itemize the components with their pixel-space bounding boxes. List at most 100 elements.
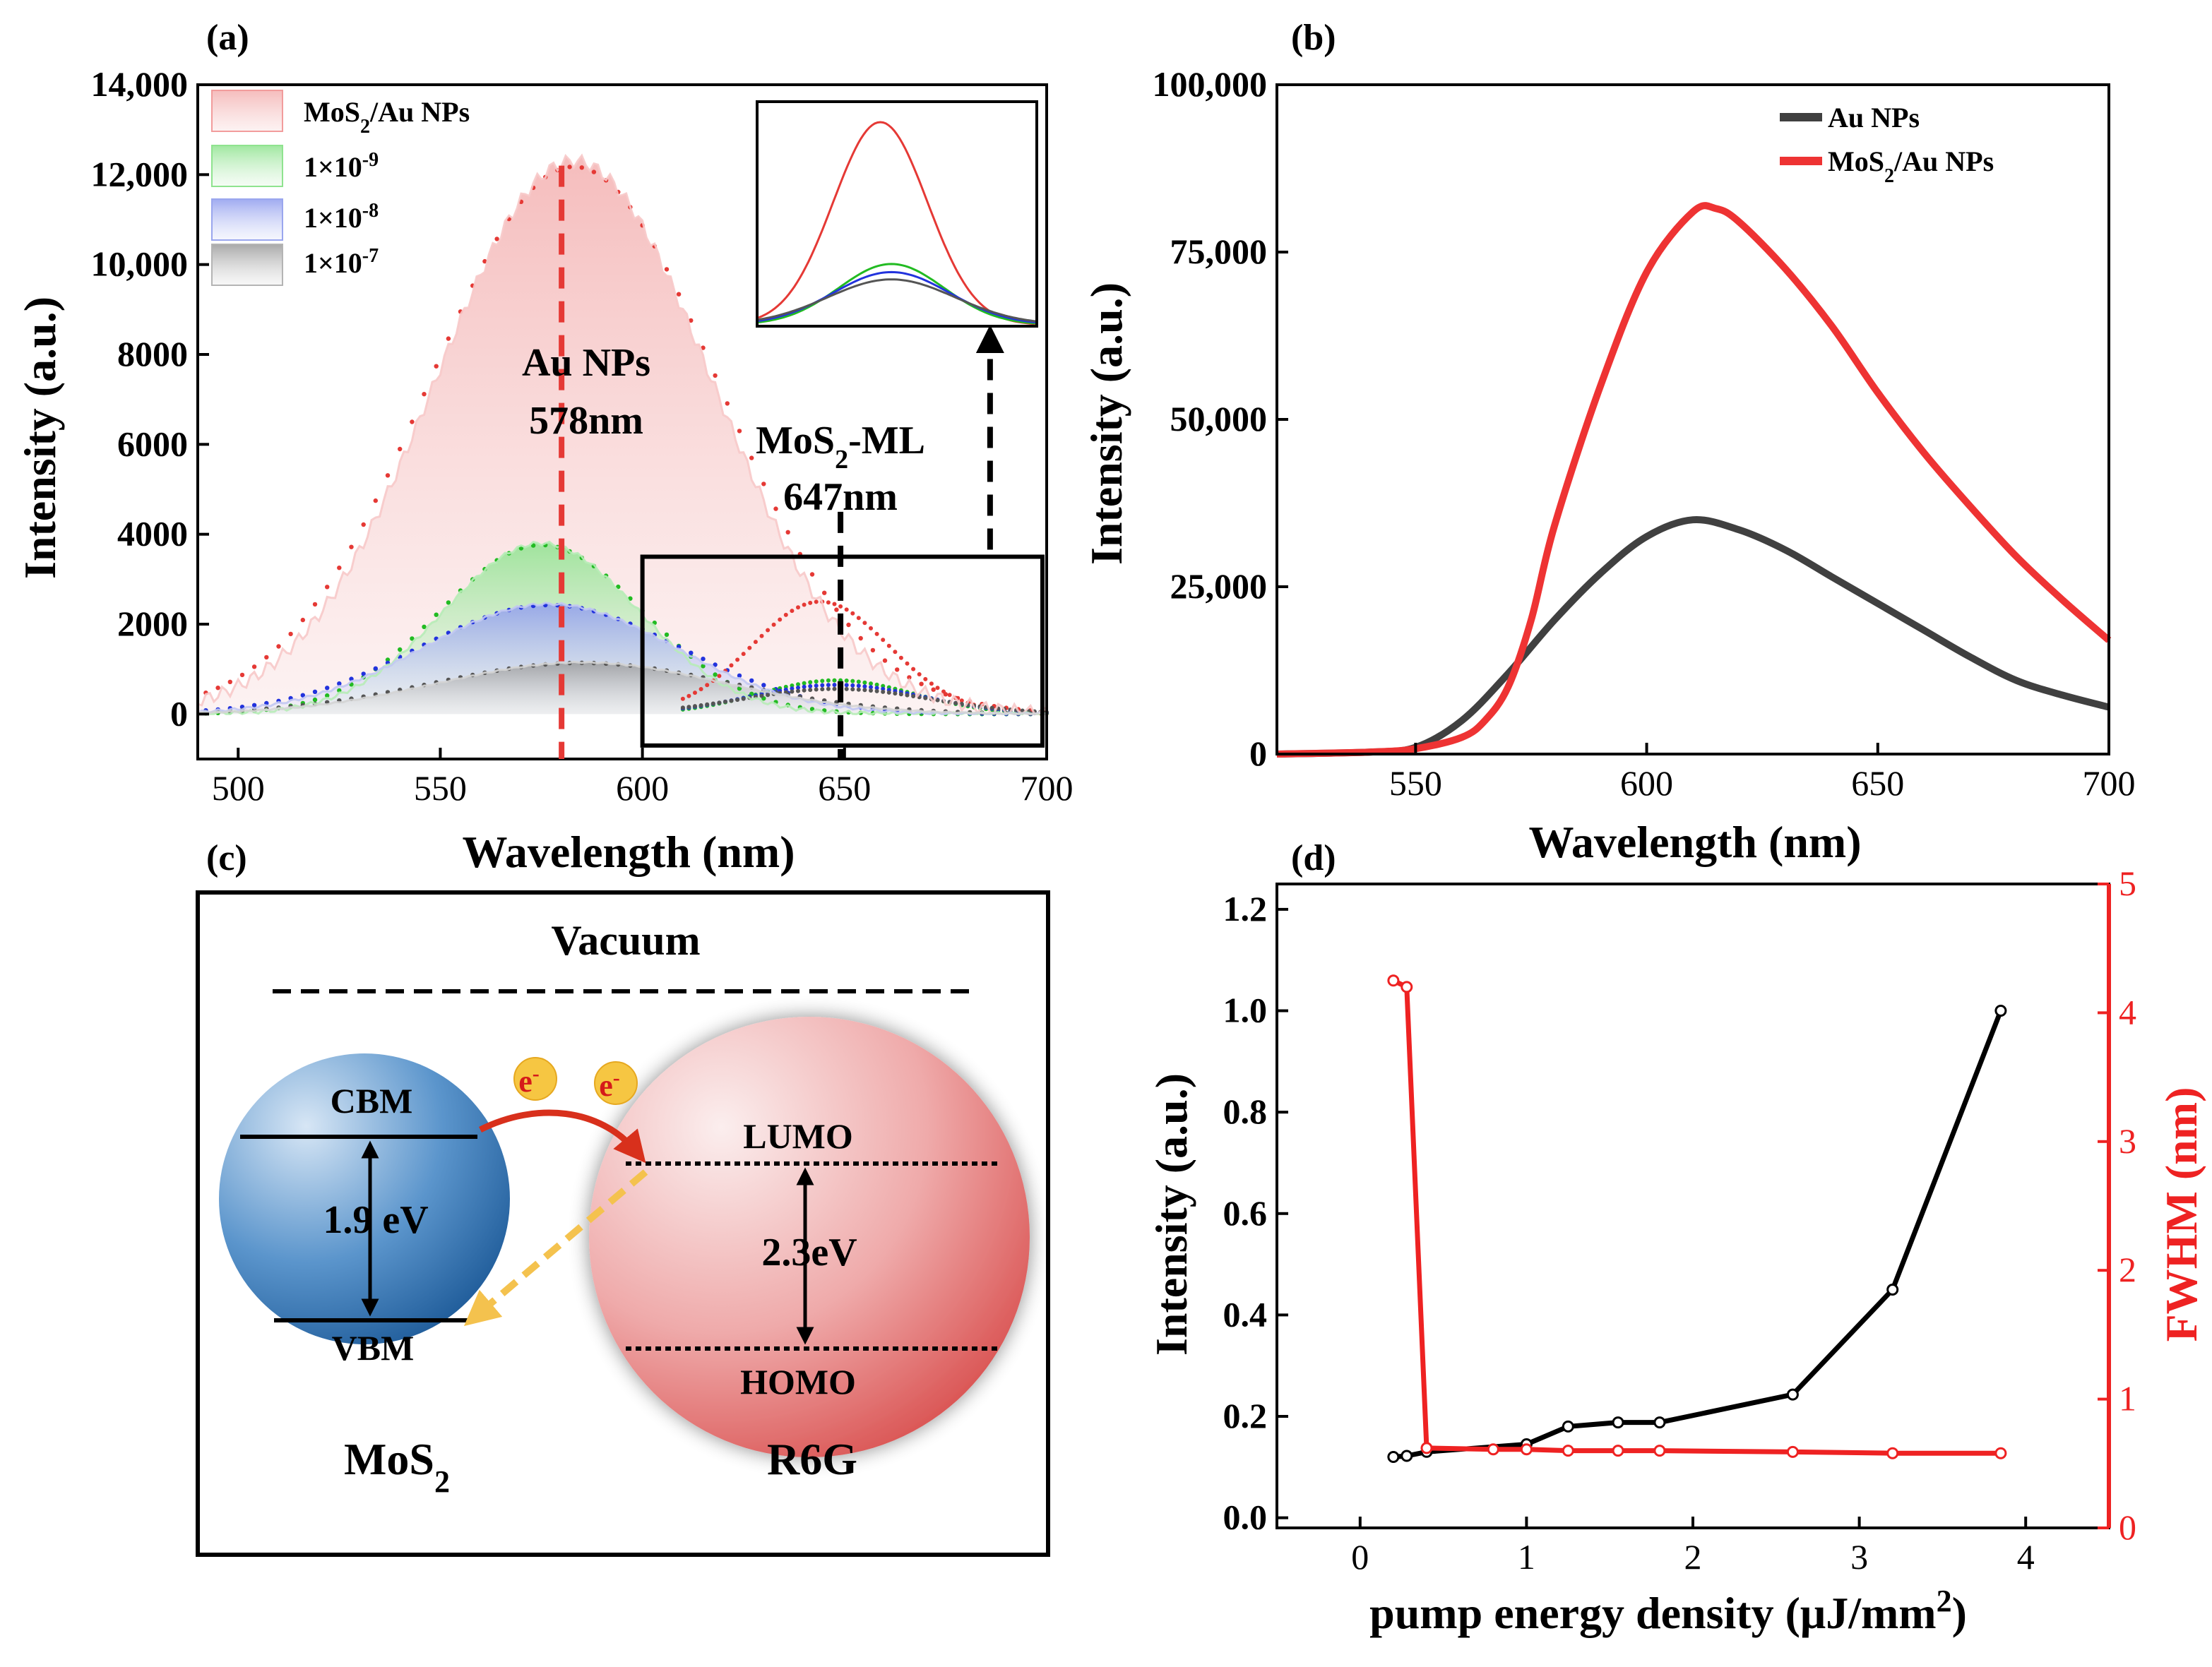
a-ml-point [923, 695, 928, 700]
y-tick-label: 0.6 [1223, 1193, 1268, 1233]
chart-a: 500 550 600 650 700 0 2000 4000 6000 8000 10,000 12… [15, 64, 1074, 877]
y-tick-label: 75,000 [1170, 232, 1268, 271]
d-point-intensity [1994, 1005, 2007, 1017]
a-ml-point [844, 686, 849, 691]
a-fit-point [312, 689, 318, 694]
a-ml-point [869, 681, 873, 686]
a-ml-point [844, 607, 849, 612]
a-ml-point [832, 683, 837, 687]
a-ml-point [759, 633, 764, 638]
a-fit-point [312, 697, 318, 703]
a-ml-point [814, 683, 819, 688]
y-tick-label: 0.8 [1223, 1092, 1268, 1131]
a-ml-point [705, 683, 710, 688]
a-ml-point [893, 691, 898, 696]
a-legend-label-1e-8: 1×10-8 [304, 200, 379, 234]
c-electron-transfer-arrow [478, 1109, 646, 1164]
a-ml-point [881, 689, 886, 694]
a-ml-point [717, 674, 722, 679]
panel-label-d: (d) [1291, 838, 1336, 878]
a-ml-point [802, 681, 807, 686]
a-ml-point [935, 686, 940, 691]
a-fit-point [701, 657, 706, 662]
a-ml-point [796, 688, 800, 693]
a-fit-point [809, 572, 815, 577]
y-tick-label: 0.4 [1223, 1294, 1268, 1334]
chart-d: 0 1 2 3 4 0.0 0.2 0.4 0.6 0.8 1.0 1.2 0 1 2 3 4 5 pump en… [1146, 864, 2206, 1638]
a-ml-point [856, 683, 861, 688]
a-ml-point [735, 698, 740, 703]
a-ml-point [869, 688, 873, 693]
a-ml-point [856, 679, 861, 684]
y2-tick-label: 4 [2119, 992, 2136, 1032]
a-ml-point [790, 689, 795, 694]
a-ml-point [838, 604, 843, 609]
a-ml-point [790, 686, 795, 691]
c-r6g-gap-label: 2.3eV [761, 1231, 857, 1274]
d-point-intensity [1886, 1284, 1899, 1296]
d-point-intensity [1786, 1388, 1799, 1401]
c-homo-label: HOMO [740, 1362, 856, 1402]
a-fit-point [251, 703, 257, 707]
a-fit-point [300, 693, 305, 698]
a-ml-point [953, 700, 958, 705]
x-tick-label: 3 [1850, 1537, 1868, 1577]
a-ml-point [729, 663, 734, 668]
d-point-fwhm [1886, 1447, 1899, 1459]
a-ml-point [710, 701, 715, 706]
a-fill-2 [198, 602, 1047, 715]
a-fit-point [761, 683, 766, 688]
a-series-lines [197, 153, 1047, 716]
y-tick-label: 8000 [117, 334, 188, 374]
a-fit-point [239, 672, 245, 678]
d-point-intensity [1612, 1416, 1624, 1429]
a-fit-point [288, 631, 293, 637]
a-fit-point [870, 647, 876, 653]
a-fit-point [530, 543, 536, 548]
a-ml-point [741, 652, 746, 657]
a-fit-point [398, 446, 403, 452]
d-series-line-intensity [1393, 1010, 2004, 1459]
a-fit-point [361, 522, 366, 527]
chart-b: 550 600 650 700 0 25,000 50,000 75,000 100,000 A… [1081, 64, 2136, 867]
c-vacuum-label: Vacuum [551, 917, 700, 964]
y2-tick-label: 1 [2119, 1379, 2136, 1418]
d-series-line-fwhm [1392, 978, 2001, 1456]
y-tick-label: 14,000 [91, 64, 189, 104]
a-fit-point [337, 681, 342, 686]
a-fit-point [737, 686, 742, 691]
a-fill-3 [198, 662, 1047, 715]
a-fit-point [325, 686, 330, 691]
d-y-axis-label: Intensity (a.u.) [1146, 1073, 1196, 1356]
a-fit-point [300, 617, 305, 623]
a-fit-point [482, 258, 487, 264]
a-fill-0 [198, 155, 1047, 715]
y-tick-label: 0 [1249, 734, 1267, 773]
a-ml-point [783, 612, 788, 617]
b-series-line-0 [1276, 516, 2110, 758]
a-legend: MoS2/Au NPs 1×10-9 1×10-8 1×10-7 [211, 90, 470, 286]
a-fit-point [689, 318, 694, 323]
a-fit-point [713, 373, 718, 378]
a-ml-point [911, 694, 916, 698]
a-fit-point [761, 482, 766, 486]
c-r6g-label: R6G [767, 1434, 857, 1484]
a-fit-point [701, 664, 706, 669]
a-fit-point [725, 401, 730, 406]
a-ml-point [686, 693, 691, 698]
a-ml-point [808, 680, 813, 685]
a-ml-point [869, 685, 873, 690]
a-inset-curve-3 [758, 278, 1036, 323]
a-ml-point [680, 705, 685, 710]
y2-tick-label: 3 [2119, 1121, 2136, 1161]
a-fit-point [689, 650, 694, 655]
a-fit-point [264, 655, 269, 660]
a-ml-point [862, 621, 867, 626]
b-legend: Au NPs MoS2/Au NPs [1780, 102, 1994, 187]
c-electron-2 [594, 1061, 638, 1105]
a-ml-point [905, 661, 910, 666]
y-tick-label: 1.2 [1223, 889, 1268, 928]
a-ml-point [832, 678, 837, 683]
a-fit-point [676, 292, 682, 297]
a-fit-point [846, 622, 851, 628]
